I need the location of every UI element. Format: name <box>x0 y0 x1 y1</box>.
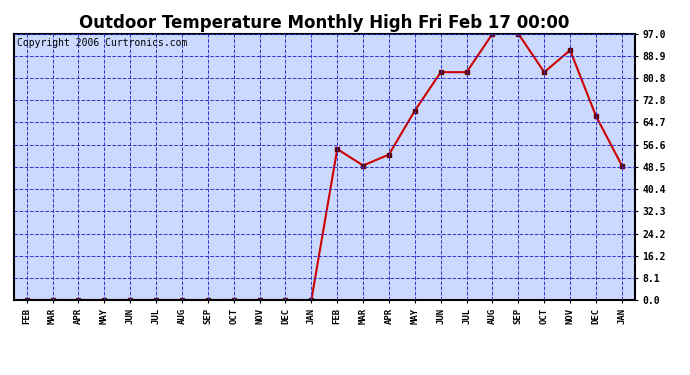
Text: Copyright 2006 Curtronics.com: Copyright 2006 Curtronics.com <box>17 38 187 48</box>
Title: Outdoor Temperature Monthly High Fri Feb 17 00:00: Outdoor Temperature Monthly High Fri Feb… <box>79 14 569 32</box>
